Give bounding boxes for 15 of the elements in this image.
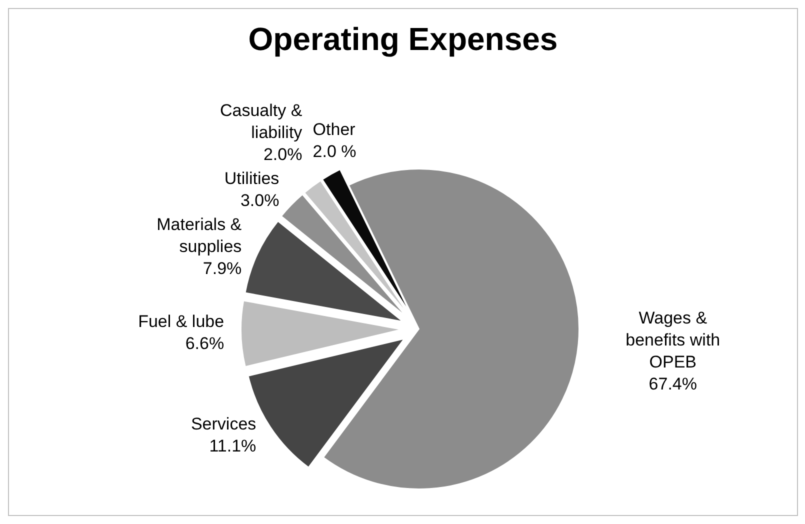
data-label: 3.0% (240, 191, 280, 210)
slice-label: Utilities (224, 169, 280, 188)
slice-label: Wages & benefits with OPEB (626, 309, 720, 372)
slice-label: Materials & supplies (156, 215, 242, 256)
data-label: 2.0 % (312, 142, 356, 162)
slice-label: Services (190, 414, 256, 434)
slice-label: Fuel & lube (138, 312, 224, 332)
chart-title: Operating Expenses (248, 21, 558, 57)
slice-label: Casualty & liability (220, 101, 303, 142)
data-label: 6.6% (185, 334, 224, 354)
data-label: 7.9% (202, 259, 242, 278)
data-label: 11.1% (209, 436, 256, 456)
data-label: 67.4% (648, 375, 698, 394)
data-label: 2.0% (263, 145, 302, 164)
slice-label: Other (312, 120, 356, 140)
